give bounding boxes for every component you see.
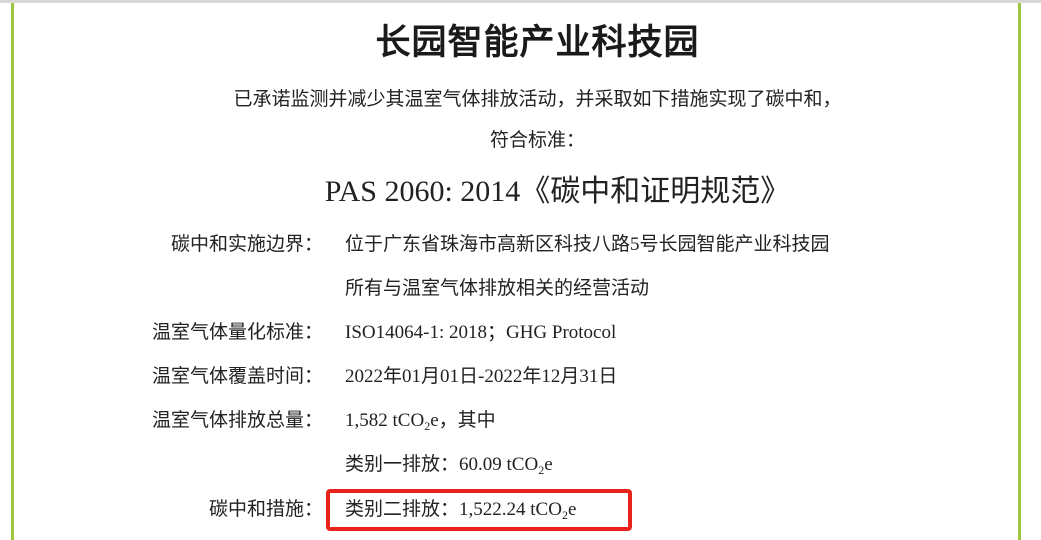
row-boundary: 碳中和实施边界： 位于广东省珠海市高新区科技八路5号长园智能产业科技园 <box>0 229 1041 259</box>
row-measures: 碳中和措施： 类别二排放：1,522.24 tCO2e <box>0 494 1041 524</box>
row-label: 温室气体排放总量： <box>151 409 323 431</box>
row-value: 类别一排放：60.09 tCO2e <box>345 454 553 477</box>
row-label: 温室气体量化标准： <box>151 321 323 343</box>
row-value: 类别二排放：1,522.24 tCO2e <box>345 499 577 522</box>
certificate-title: 长园智能产业科技园 <box>375 23 700 63</box>
viewer-top-edge <box>0 0 1041 3</box>
row-value: ISO14064-1: 2018；GHG Protocol <box>345 322 617 343</box>
row-scope1: 类别一排放：60.09 tCO2e <box>0 449 1041 479</box>
row-period: 温室气体覆盖时间： 2022年01月01日-2022年12月31日 <box>0 361 1041 391</box>
row-label: 温室气体覆盖时间： <box>151 365 323 387</box>
row-boundary-cont: 所有与温室气体排放相关的经营活动 <box>0 273 1041 303</box>
highlight-box <box>326 489 632 531</box>
standard-name: PAS 2060: 2014《碳中和证明规范》 <box>324 175 791 208</box>
row-value: 1,582 tCO2e，其中 <box>345 410 496 433</box>
row-value: 所有与温室气体排放相关的经营活动 <box>345 278 650 299</box>
row-quant-standard: 温室气体量化标准： ISO14064-1: 2018；GHG Protocol <box>0 317 1041 347</box>
statement-line-2: 符合标准： <box>489 129 585 151</box>
row-label: 碳中和实施边界： <box>170 233 323 255</box>
row-label: 碳中和措施： <box>208 498 323 520</box>
row-total: 温室气体排放总量： 1,582 tCO2e，其中 <box>0 405 1041 435</box>
certificate-border-left <box>11 3 14 540</box>
certificate-border-right <box>1018 3 1021 540</box>
row-value: 位于广东省珠海市高新区科技八路5号长园智能产业科技园 <box>345 234 830 255</box>
row-value: 2022年01月01日-2022年12月31日 <box>345 366 618 387</box>
statement-line-1: 已承诺监测并减少其温室气体排放活动，并采取如下措施实现了碳中和， <box>233 88 842 110</box>
